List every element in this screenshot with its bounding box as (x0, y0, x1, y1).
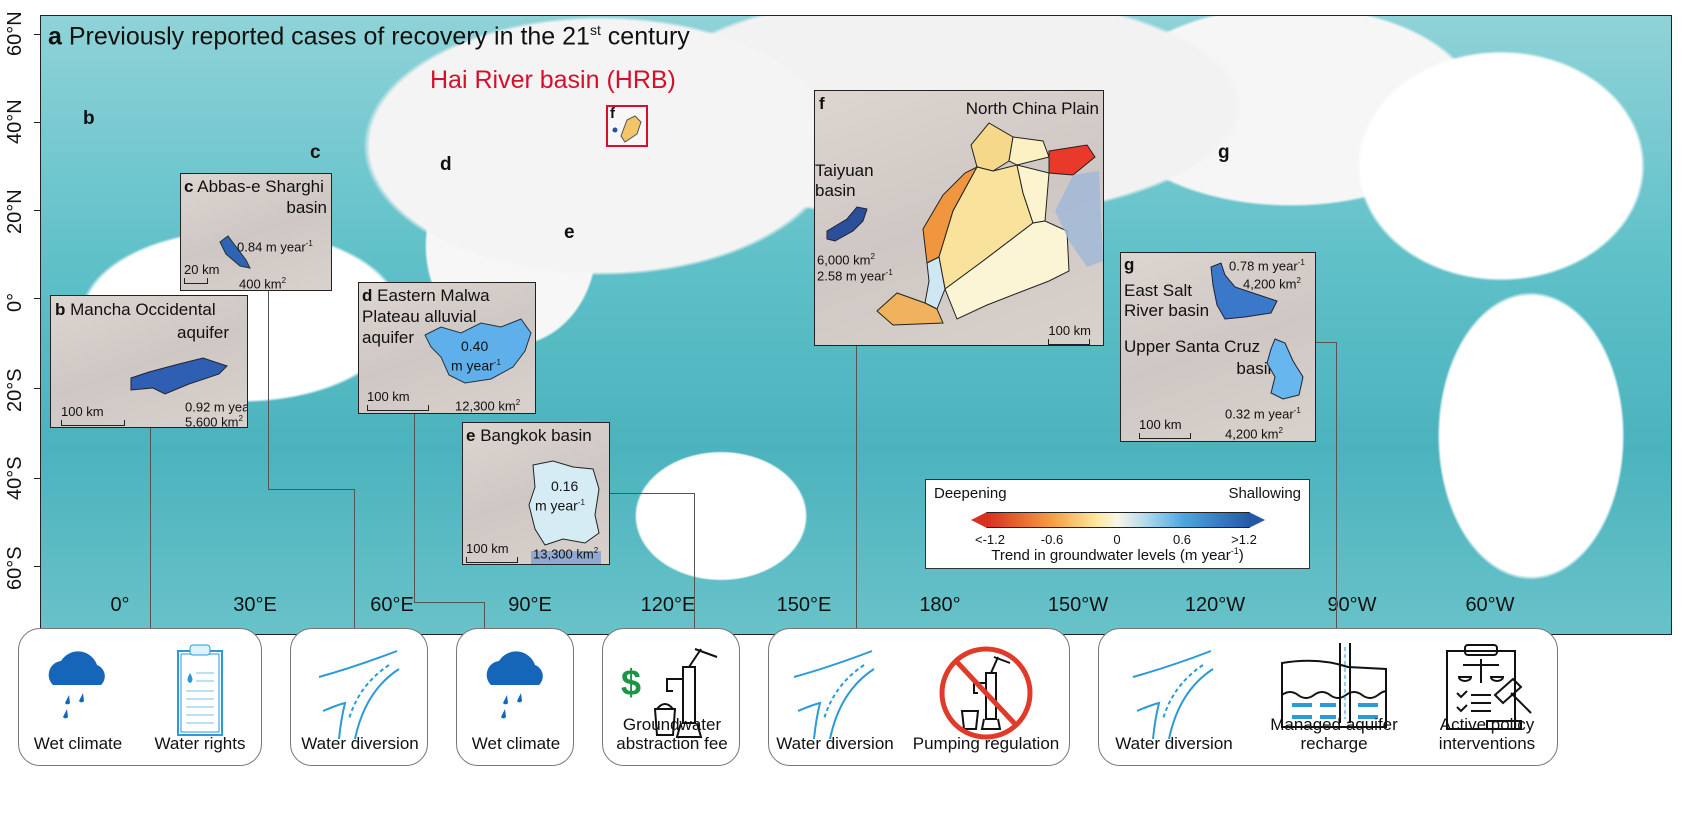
basin-shape (130, 357, 228, 395)
driver-card-d: Wet climate (456, 628, 574, 766)
leader-line (414, 414, 415, 602)
driver-active-policy: Active policy interventions (1415, 629, 1559, 767)
y-tick-label: 60°N (4, 11, 26, 56)
scale-bar: 100 km (1048, 323, 1091, 345)
driver-card-f: Water diversion Pumping regulation (768, 628, 1070, 766)
x-tick-label: 120°W (1184, 594, 1246, 616)
leader-line (354, 489, 355, 628)
scale-bar: 100 km (466, 541, 518, 563)
x-tick-label: 180° (919, 594, 961, 616)
hrb-highlight-box[interactable]: f (606, 105, 648, 147)
driver-water-diversion: Water diversion (1099, 629, 1249, 767)
y-tick-label: 40°S (4, 456, 26, 500)
driver-card-c: Water diversion (290, 628, 428, 766)
colorbar (971, 512, 1265, 528)
water-diversion-icon (1132, 650, 1214, 739)
hrb-mini-shape (612, 115, 642, 143)
east-salt-river-basin-shape (1210, 262, 1278, 320)
leader-line (610, 493, 694, 494)
x-tick-label: 60°E (370, 594, 414, 616)
y-tick-label: 0° (4, 292, 26, 312)
svg-text:$: $ (621, 662, 641, 703)
driver-pumping-regulation: Pumping regulation (901, 629, 1071, 767)
x-tick-label: 150°E (776, 594, 832, 616)
inset-f-north-china-plain: f North China Plain Taiyuan basin 6,000 … (814, 90, 1104, 346)
y-tick (34, 34, 40, 35)
inset-g-arizona-basins: g East Salt River basin 0.78 m year-1 4,… (1120, 252, 1316, 442)
inset-d-eastern-malwa: d Eastern Malwa Plateau alluvial aquifer… (358, 282, 536, 414)
x-tick-label: 120°E (640, 594, 696, 616)
color-legend: Deepening Shallowing <-1.2 -0.6 0 0.6 >1… (925, 479, 1310, 569)
water-diversion-icon (318, 650, 400, 739)
y-tick-label: 60°S (4, 546, 26, 590)
leader-line (414, 602, 484, 603)
upper-santa-cruz-basin-shape (1266, 338, 1304, 400)
leader-line (1316, 342, 1336, 343)
driver-wet-climate: Wet climate (19, 629, 137, 767)
map-marker-g[interactable]: g (1218, 142, 1230, 163)
map-marker-b[interactable]: b (83, 108, 95, 129)
scale-bar: 100 km (61, 404, 125, 426)
y-tick (34, 478, 40, 479)
x-tick-label: 90°W (1327, 594, 1377, 616)
leader-line (1336, 342, 1337, 628)
inset-e-bangkok: e Bangkok basin 0.16 m year-1 100 km 13,… (462, 422, 610, 565)
leader-line (150, 428, 151, 628)
y-tick (34, 566, 40, 567)
x-tick-label: 0° (110, 594, 130, 616)
y-tick (34, 122, 40, 123)
map-marker-d[interactable]: d (440, 154, 452, 175)
y-tick-label: 20°N (4, 189, 26, 234)
aquifer-recharge-icon (1281, 643, 1387, 728)
x-tick-label: 90°E (508, 594, 552, 616)
leader-line (484, 602, 485, 628)
basin-shape (219, 235, 251, 269)
hai-river-subbasins (876, 122, 1103, 326)
rain-cloud-icon (48, 651, 105, 719)
driver-water-diversion: Water diversion (769, 629, 901, 767)
map-marker-e[interactable]: e (564, 222, 575, 243)
clipboard-water-icon (177, 644, 223, 736)
y-tick (34, 298, 40, 299)
driver-card-g: Water diversion Managed aquifer recharge … (1098, 628, 1558, 766)
basin-shape (424, 318, 532, 384)
inset-b-mancha-occidental: b Mancha Occidental aquifer 0.92 m year-… (50, 295, 248, 428)
x-tick-label: 60°W (1465, 594, 1515, 616)
figure-title: a Previously reported cases of recovery … (48, 22, 690, 51)
driver-water-diversion: Water diversion (291, 629, 429, 767)
map-marker-c[interactable]: c (310, 142, 321, 163)
scale-bar: 20 km (184, 262, 219, 284)
hrb-label: Hai River basin (HRB) (430, 66, 676, 94)
leader-line (268, 489, 354, 490)
y-tick (34, 210, 40, 211)
scale-bar: 100 km (367, 389, 429, 411)
leader-line (694, 493, 695, 628)
leader-line (856, 346, 857, 628)
y-tick (34, 388, 40, 389)
no-pumping-icon (939, 646, 1033, 740)
driver-card-b: Wet climate Water rights (18, 628, 262, 766)
driver-card-e: $ Groundwater abstraction fee (602, 628, 740, 766)
basin-shape (528, 460, 601, 564)
legend-title: Trend in groundwater levels (m year-1) (991, 546, 1244, 564)
driver-groundwater-fee: $ Groundwater abstraction fee (603, 629, 741, 767)
leader-line (268, 291, 269, 489)
driver-wet-climate: Wet climate (457, 629, 575, 767)
pump-fee-icon: $ (621, 648, 718, 738)
y-tick-label: 40°N (4, 99, 26, 144)
rain-cloud-icon (486, 651, 543, 719)
scale-bar: 100 km (1139, 417, 1191, 439)
driver-water-rights: Water rights (137, 629, 263, 767)
water-diversion-icon (793, 650, 875, 739)
inset-c-abbas-e-sharghi: c Abbas-e Sharghi basin 0.84 m year-1 20… (180, 173, 332, 291)
taiyuan-basin-shape (826, 206, 868, 242)
driver-managed-aquifer-recharge: Managed aquifer recharge (1259, 629, 1409, 767)
x-tick-label: 30°E (233, 594, 277, 616)
y-tick-label: 20°S (4, 368, 26, 412)
x-tick-label: 150°W (1047, 594, 1109, 616)
panel-label: a (48, 22, 62, 51)
policy-gavel-icon (1446, 644, 1532, 730)
